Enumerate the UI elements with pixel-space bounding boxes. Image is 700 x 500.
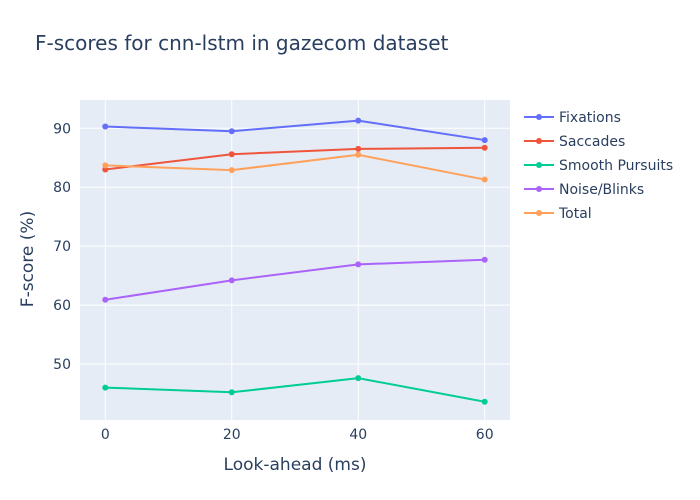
x-tick-label: 20 bbox=[223, 427, 241, 443]
data-point-total[interactable] bbox=[102, 162, 109, 169]
y-tick-label: 70 bbox=[53, 239, 71, 255]
data-point-fixations[interactable] bbox=[102, 123, 109, 130]
series-line-total bbox=[105, 153, 485, 181]
data-point-smooth-pursuits[interactable] bbox=[228, 389, 235, 396]
legend-label: Smooth Pursuits bbox=[559, 158, 673, 174]
data-point-noise-blinks[interactable] bbox=[481, 256, 488, 263]
data-point-smooth-pursuits[interactable] bbox=[481, 398, 488, 405]
series-line-smooth-pursuits bbox=[105, 377, 485, 403]
series-line-fixations bbox=[105, 119, 485, 142]
data-point-noise-blinks[interactable] bbox=[355, 261, 362, 268]
data-point-smooth-pursuits[interactable] bbox=[355, 375, 362, 382]
legend-item-noise-blinks[interactable]: Noise/Blinks bbox=[524, 182, 644, 198]
data-point-fixations[interactable] bbox=[355, 117, 362, 124]
legend-label: Fixations bbox=[559, 110, 621, 126]
data-point-noise-blinks[interactable] bbox=[228, 277, 235, 284]
data-point-total[interactable] bbox=[228, 167, 235, 174]
data-point-total[interactable] bbox=[481, 176, 488, 183]
x-axis: 0 20 40 60 bbox=[101, 427, 494, 443]
legend-marker bbox=[536, 138, 542, 144]
data-point-saccades[interactable] bbox=[228, 151, 235, 158]
y-tick-label: 90 bbox=[53, 121, 71, 137]
y-tick-label: 80 bbox=[53, 180, 71, 196]
series-smooth-pursuits bbox=[102, 375, 488, 405]
y-tick-label: 60 bbox=[53, 298, 71, 314]
legend-item-total[interactable]: Total bbox=[524, 206, 592, 222]
legend[interactable]: Fixations Saccades Smooth Pursuits Noise/Bl… bbox=[524, 110, 673, 222]
y-tick-label: 50 bbox=[53, 357, 71, 373]
data-point-fixations[interactable] bbox=[228, 128, 235, 135]
x-axis-title: Look-ahead (ms) bbox=[224, 455, 367, 475]
legend-marker bbox=[536, 210, 542, 216]
series-lines bbox=[102, 117, 488, 405]
y-axis-title: F-score (%) bbox=[18, 211, 38, 307]
legend-item-fixations[interactable]: Fixations bbox=[524, 110, 621, 126]
legend-item-saccades[interactable]: Saccades bbox=[524, 134, 625, 150]
legend-marker bbox=[536, 162, 542, 168]
series-fixations bbox=[102, 117, 488, 144]
legend-label: Saccades bbox=[559, 134, 625, 150]
series-saccades bbox=[102, 144, 488, 173]
series-noise-blinks bbox=[102, 256, 488, 303]
series-line-noise-blinks bbox=[105, 258, 485, 301]
legend-item-smooth-pursuits[interactable]: Smooth Pursuits bbox=[524, 158, 673, 174]
data-point-total[interactable] bbox=[355, 151, 362, 158]
data-point-fixations[interactable] bbox=[481, 137, 488, 144]
x-tick-label: 0 bbox=[101, 427, 110, 443]
data-point-saccades[interactable] bbox=[355, 145, 362, 152]
legend-marker bbox=[536, 186, 542, 192]
chart-title: F-scores for cnn-lstm in gazecom dataset bbox=[35, 31, 449, 55]
data-point-noise-blinks[interactable] bbox=[102, 296, 109, 303]
legend-label: Total bbox=[558, 206, 592, 222]
series-total bbox=[102, 151, 488, 183]
y-axis: 50 60 70 80 90 bbox=[53, 121, 71, 373]
data-point-saccades[interactable] bbox=[102, 166, 109, 173]
plot-area bbox=[80, 100, 510, 420]
series-line-saccades bbox=[105, 146, 485, 171]
legend-marker bbox=[536, 114, 542, 120]
data-point-smooth-pursuits[interactable] bbox=[102, 384, 109, 391]
legend-label: Noise/Blinks bbox=[559, 182, 644, 198]
data-point-saccades[interactable] bbox=[481, 144, 488, 151]
x-tick-label: 40 bbox=[349, 427, 367, 443]
x-tick-label: 60 bbox=[476, 427, 494, 443]
